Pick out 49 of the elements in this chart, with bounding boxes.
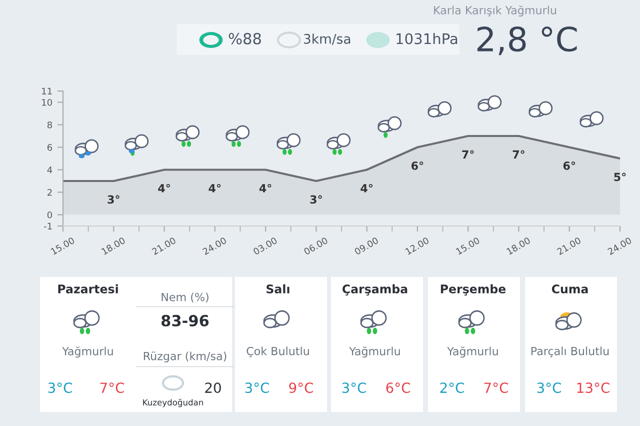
y-tick-label: 0 [47,211,52,218]
text: Yağmurlu [447,346,498,358]
text: 9°C [289,382,313,394]
text: Salı [266,284,290,294]
text: Cuma [552,284,588,294]
text: Çarşamba [342,284,408,296]
text: 1031hPa [396,32,458,44]
y-tick-label: -1 [44,222,52,230]
text: Yağmurlu [62,346,113,358]
text: Parçalı Bulutlu [531,346,609,358]
y-tick-label: 6 [47,144,52,151]
data-label: 7° [512,150,524,159]
text: 6°C [386,382,410,394]
y-tick-label: 8 [47,121,52,128]
text: Yağmurlu [349,346,400,358]
text: 83-96 [162,314,209,326]
y-tick-label: 10 [42,98,52,106]
text: %88 [228,32,261,44]
y-tick-label: 4 [47,166,52,174]
data-label: 6° [563,161,576,170]
text: Kuzeydoğudan [143,398,203,408]
data-label: 6° [412,161,424,170]
data-label: 4° [259,184,272,192]
y-tick-label: 11 [42,88,52,94]
data-label: 7° [462,150,474,159]
text: Çok Bulutlu [246,346,309,358]
data-label: 4° [208,184,221,192]
text: 3°C [342,382,366,394]
text: 20 [205,382,221,394]
text: 2,8 °C [477,26,577,56]
text: 7°C [484,382,508,394]
text: Pazartesi [58,284,118,294]
data-label: 4° [360,184,372,192]
text: 3°C [537,382,561,394]
y-tick-label: 2 [48,188,52,196]
data-label: 4° [158,184,170,192]
text: 3°C [48,382,72,394]
data-label: 3° [310,195,322,204]
text: Karla Karışık Yağmurlu [434,5,556,17]
text: Nem (%) [162,292,208,303]
text: Rüzgar (km/sa) [144,352,226,362]
text: 2°C [440,382,464,394]
text: 3°C [245,382,269,394]
text: Perşembe [440,284,506,296]
text: 13°C [577,382,610,394]
text: 3km/sa [304,34,350,45]
text: 7°C [100,382,124,394]
data-label: 3° [108,195,120,204]
data-label: 5° [614,172,626,182]
